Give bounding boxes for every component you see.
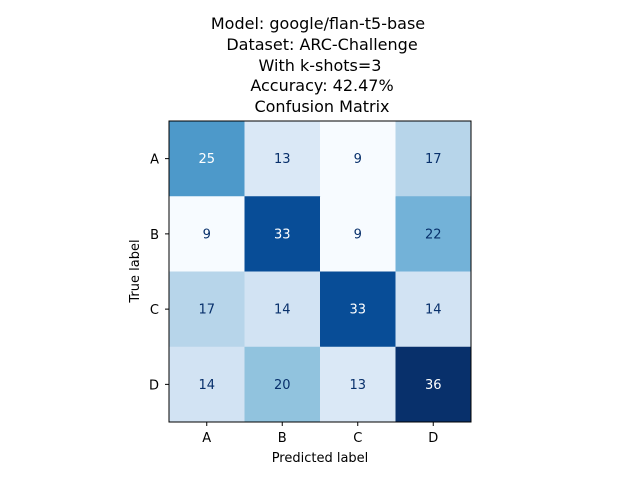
title-line-accuracy: Accuracy: 42.47%: [250, 76, 393, 95]
title-line-kshots: With k-shots=3: [259, 56, 382, 75]
heatmap-cell-A-C: [320, 121, 396, 197]
cell-value-B-A: 9: [203, 227, 211, 242]
cell-value-D-D: 36: [425, 378, 442, 393]
y-axis-label: True label: [128, 239, 143, 303]
cell-value-C-A: 17: [198, 303, 215, 318]
heatmap-cell-B-A: [169, 196, 245, 272]
cell-value-A-D: 17: [425, 152, 442, 167]
cell-value-A-B: 13: [274, 152, 291, 167]
heatmap-cell-D-B: [244, 346, 321, 423]
x-tick-label-C: C: [353, 431, 362, 446]
heatmap-cell-C-B: [244, 271, 321, 348]
plot-frame: [168, 120, 472, 423]
title-line-confusion-matrix: Confusion Matrix: [254, 97, 389, 116]
heatmap-cell-labels: 25 13 9 17 9 33 9 22 17 14 33 14 14 20 13 36: [198, 152, 441, 393]
heatmap-cell-B-D: [395, 196, 472, 272]
heatmap-cell-A-B: [244, 121, 321, 197]
title-line-model: Model: google/flan-t5-base: [211, 14, 425, 33]
x-tick-label-B: B: [278, 431, 287, 446]
heatmap-cell-C-D: [395, 271, 472, 348]
cell-value-D-C: 13: [349, 378, 366, 393]
cell-value-C-B: 14: [274, 303, 291, 318]
y-axis-ticks: A B C D: [149, 153, 169, 393]
y-tick-label-B: B: [150, 228, 159, 243]
heatmap-cell-D-D: [395, 346, 472, 423]
cell-value-D-A: 14: [198, 378, 215, 393]
title-line-dataset: Dataset: ARC-Challenge: [226, 35, 417, 54]
y-tick-label-D: D: [149, 378, 159, 393]
x-axis-ticks: A B C D: [202, 422, 438, 446]
heatmap-cell-B-C: [320, 196, 396, 272]
heatmap-cell-A-D: [395, 121, 472, 197]
y-tick-label-A: A: [150, 153, 159, 168]
heatmap-cell-A-A: [169, 121, 245, 197]
cell-value-A-C: 9: [354, 152, 362, 167]
cell-value-A-A: 25: [198, 152, 215, 167]
cell-value-B-D: 22: [425, 227, 442, 242]
cell-value-C-D: 14: [425, 303, 442, 318]
heatmap-cell-B-B: [244, 196, 321, 272]
heatmap-cell-D-C: [320, 346, 396, 423]
cell-value-D-B: 20: [274, 378, 291, 393]
cell-value-B-B: 33: [274, 227, 291, 242]
y-tick-label-C: C: [150, 303, 159, 318]
heatmap-cell-C-A: [169, 271, 245, 348]
heatmap-cell-D-A: [169, 346, 245, 423]
x-tick-label-D: D: [428, 431, 438, 446]
cell-value-C-C: 33: [349, 303, 366, 318]
x-tick-label-A: A: [202, 431, 211, 446]
x-axis-label: Predicted label: [272, 451, 369, 466]
heatmap-cells: [169, 121, 472, 423]
cell-value-B-C: 9: [354, 227, 362, 242]
chart-title: Model: google/flan-t5-base Dataset: ARC-…: [211, 14, 425, 116]
heatmap-cell-C-C: [320, 271, 396, 348]
